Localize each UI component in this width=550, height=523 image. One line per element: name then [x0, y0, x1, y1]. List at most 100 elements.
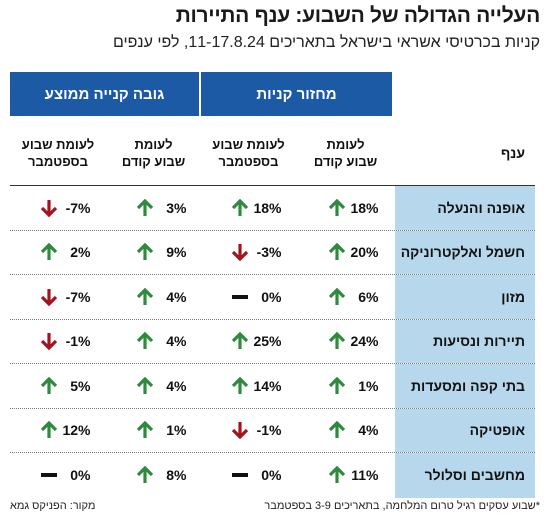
column-header-turnover-sept-week: לעומת שבוע בספטמבר	[212, 137, 285, 169]
source-credit: מקור: הפניקס גמא	[10, 500, 96, 512]
cell-turnover-sept: 14%	[201, 364, 296, 408]
value: 2%	[70, 244, 91, 261]
group-header-turnover: מחזור קניות	[201, 72, 392, 116]
arrow-down-icon	[39, 197, 59, 219]
arrow-up-icon	[39, 375, 59, 397]
value: 0%	[70, 467, 91, 484]
cell-turnover-prev: 24%	[298, 320, 393, 364]
value: 4%	[166, 333, 187, 350]
value: -7%	[65, 199, 91, 216]
table-body: אופנה והנעלה 18% 18% 3% -7% חשמל ואלקטרו…	[10, 186, 535, 498]
arrow-up-icon	[39, 419, 59, 441]
cell-turnover-prev: 1%	[298, 364, 393, 408]
table-row: בתי קפה ומסעדות 1% 14% 4% 5%	[10, 364, 535, 409]
page-title: העלייה הגדולה של השבוע: ענף התיירות	[175, 4, 541, 27]
cell-avg-sept: 12%	[10, 409, 105, 453]
arrow-up-icon	[327, 286, 347, 308]
arrow-up-icon	[135, 330, 155, 352]
cell-turnover-sept: -1%	[201, 409, 296, 453]
cell-avg-prev: 4%	[106, 275, 201, 319]
branch-label: מחשבים וסלולר	[395, 453, 535, 498]
column-header-avg-prev-week: לעומת שבוע קודם	[121, 137, 186, 169]
cell-avg-prev: 3%	[106, 186, 201, 230]
value: 1%	[166, 422, 187, 439]
arrow-down-icon	[39, 330, 59, 352]
value: 11%	[351, 467, 379, 484]
cell-turnover-prev: 4%	[298, 409, 393, 453]
value: -1%	[256, 422, 282, 439]
arrow-up-icon	[327, 241, 347, 263]
value: -3%	[256, 244, 282, 261]
group-header-avg-purchase: גובה קנייה ממוצע	[10, 72, 199, 116]
arrow-up-icon	[135, 419, 155, 441]
dash-icon	[230, 464, 250, 486]
value: 8%	[166, 467, 187, 484]
table-row: אופנה והנעלה 18% 18% 3% -7%	[10, 186, 535, 231]
cell-turnover-prev: 6%	[298, 275, 393, 319]
arrow-up-icon	[327, 330, 347, 352]
arrow-down-icon	[230, 419, 250, 441]
arrow-up-icon	[327, 464, 347, 486]
value: 4%	[166, 377, 187, 394]
branch-label: מזון	[395, 275, 535, 319]
header-divider	[10, 185, 535, 186]
arrow-up-icon	[230, 330, 250, 352]
value: 18%	[253, 199, 282, 216]
cell-avg-sept: 5%	[10, 364, 105, 408]
arrow-up-icon	[327, 419, 347, 441]
column-header-branch: ענף	[500, 144, 525, 161]
value: -7%	[65, 288, 91, 305]
arrow-up-icon	[39, 241, 59, 263]
value: -1%	[65, 333, 91, 350]
arrow-up-icon	[135, 241, 155, 263]
arrow-up-icon	[327, 197, 347, 219]
value: 14%	[253, 377, 282, 394]
table-row: אופטיקה 4% -1% 1% 12%	[10, 408, 535, 453]
value: 1%	[358, 377, 379, 394]
arrow-up-icon	[327, 375, 347, 397]
cell-turnover-sept: 0%	[201, 453, 296, 498]
cell-turnover-sept: 0%	[201, 275, 296, 319]
branch-label: חשמל ואלקטרוניקה	[395, 230, 535, 274]
cell-turnover-prev: 20%	[298, 231, 393, 275]
value: 20%	[350, 244, 379, 261]
table-row: מזון 6% 0% 4% -7%	[10, 275, 535, 320]
value: 3%	[166, 199, 187, 216]
value: 0%	[261, 467, 282, 484]
cell-avg-sept: -7%	[10, 275, 105, 319]
table-row: תיירות ונסיעות 24% 25% 4% -1%	[10, 319, 535, 364]
value: 5%	[70, 377, 91, 394]
cell-turnover-prev: 18%	[298, 186, 393, 230]
cell-avg-sept: -7%	[10, 186, 105, 230]
cell-turnover-prev: 11%	[298, 453, 393, 498]
value: 9%	[166, 244, 187, 261]
arrow-up-icon	[135, 375, 155, 397]
cell-avg-prev: 4%	[106, 320, 201, 364]
cell-avg-prev: 9%	[106, 231, 201, 275]
cell-turnover-sept: 18%	[201, 186, 296, 230]
table-row: חשמל ואלקטרוניקה 20% -3% 9% 2%	[10, 230, 535, 275]
page-subtitle: קניות בכרטיסי אשראי בישראל בתאריכים 11-1…	[112, 34, 540, 51]
column-header-avg-sept-week: לעומת שבוע בספטמבר	[21, 137, 95, 169]
footnote: *שבוע עסקים רגיל טרום המלחמה, בתאריכים 3…	[264, 500, 540, 512]
value: 4%	[166, 288, 187, 305]
table-row: מחשבים וסלולר 11% 0% 8% 0%	[10, 453, 535, 498]
arrow-up-icon	[135, 286, 155, 308]
arrow-up-icon	[230, 197, 250, 219]
cell-avg-prev: 4%	[106, 364, 201, 408]
cell-avg-prev: 8%	[106, 453, 201, 498]
value: 0%	[261, 288, 282, 305]
cell-turnover-sept: -3%	[201, 231, 296, 275]
value: 6%	[358, 288, 379, 305]
cell-avg-sept: 2%	[10, 231, 105, 275]
cell-avg-sept: -1%	[10, 320, 105, 364]
column-header-turnover-prev-week: לעומת שבוע קודם	[313, 137, 378, 169]
dash-icon	[230, 286, 250, 308]
arrow-down-icon	[39, 286, 59, 308]
value: 12%	[62, 422, 91, 439]
dash-icon	[39, 464, 59, 486]
cell-turnover-sept: 25%	[201, 320, 296, 364]
arrow-up-icon	[135, 464, 155, 486]
value: 24%	[350, 333, 379, 350]
arrow-up-icon	[135, 197, 155, 219]
